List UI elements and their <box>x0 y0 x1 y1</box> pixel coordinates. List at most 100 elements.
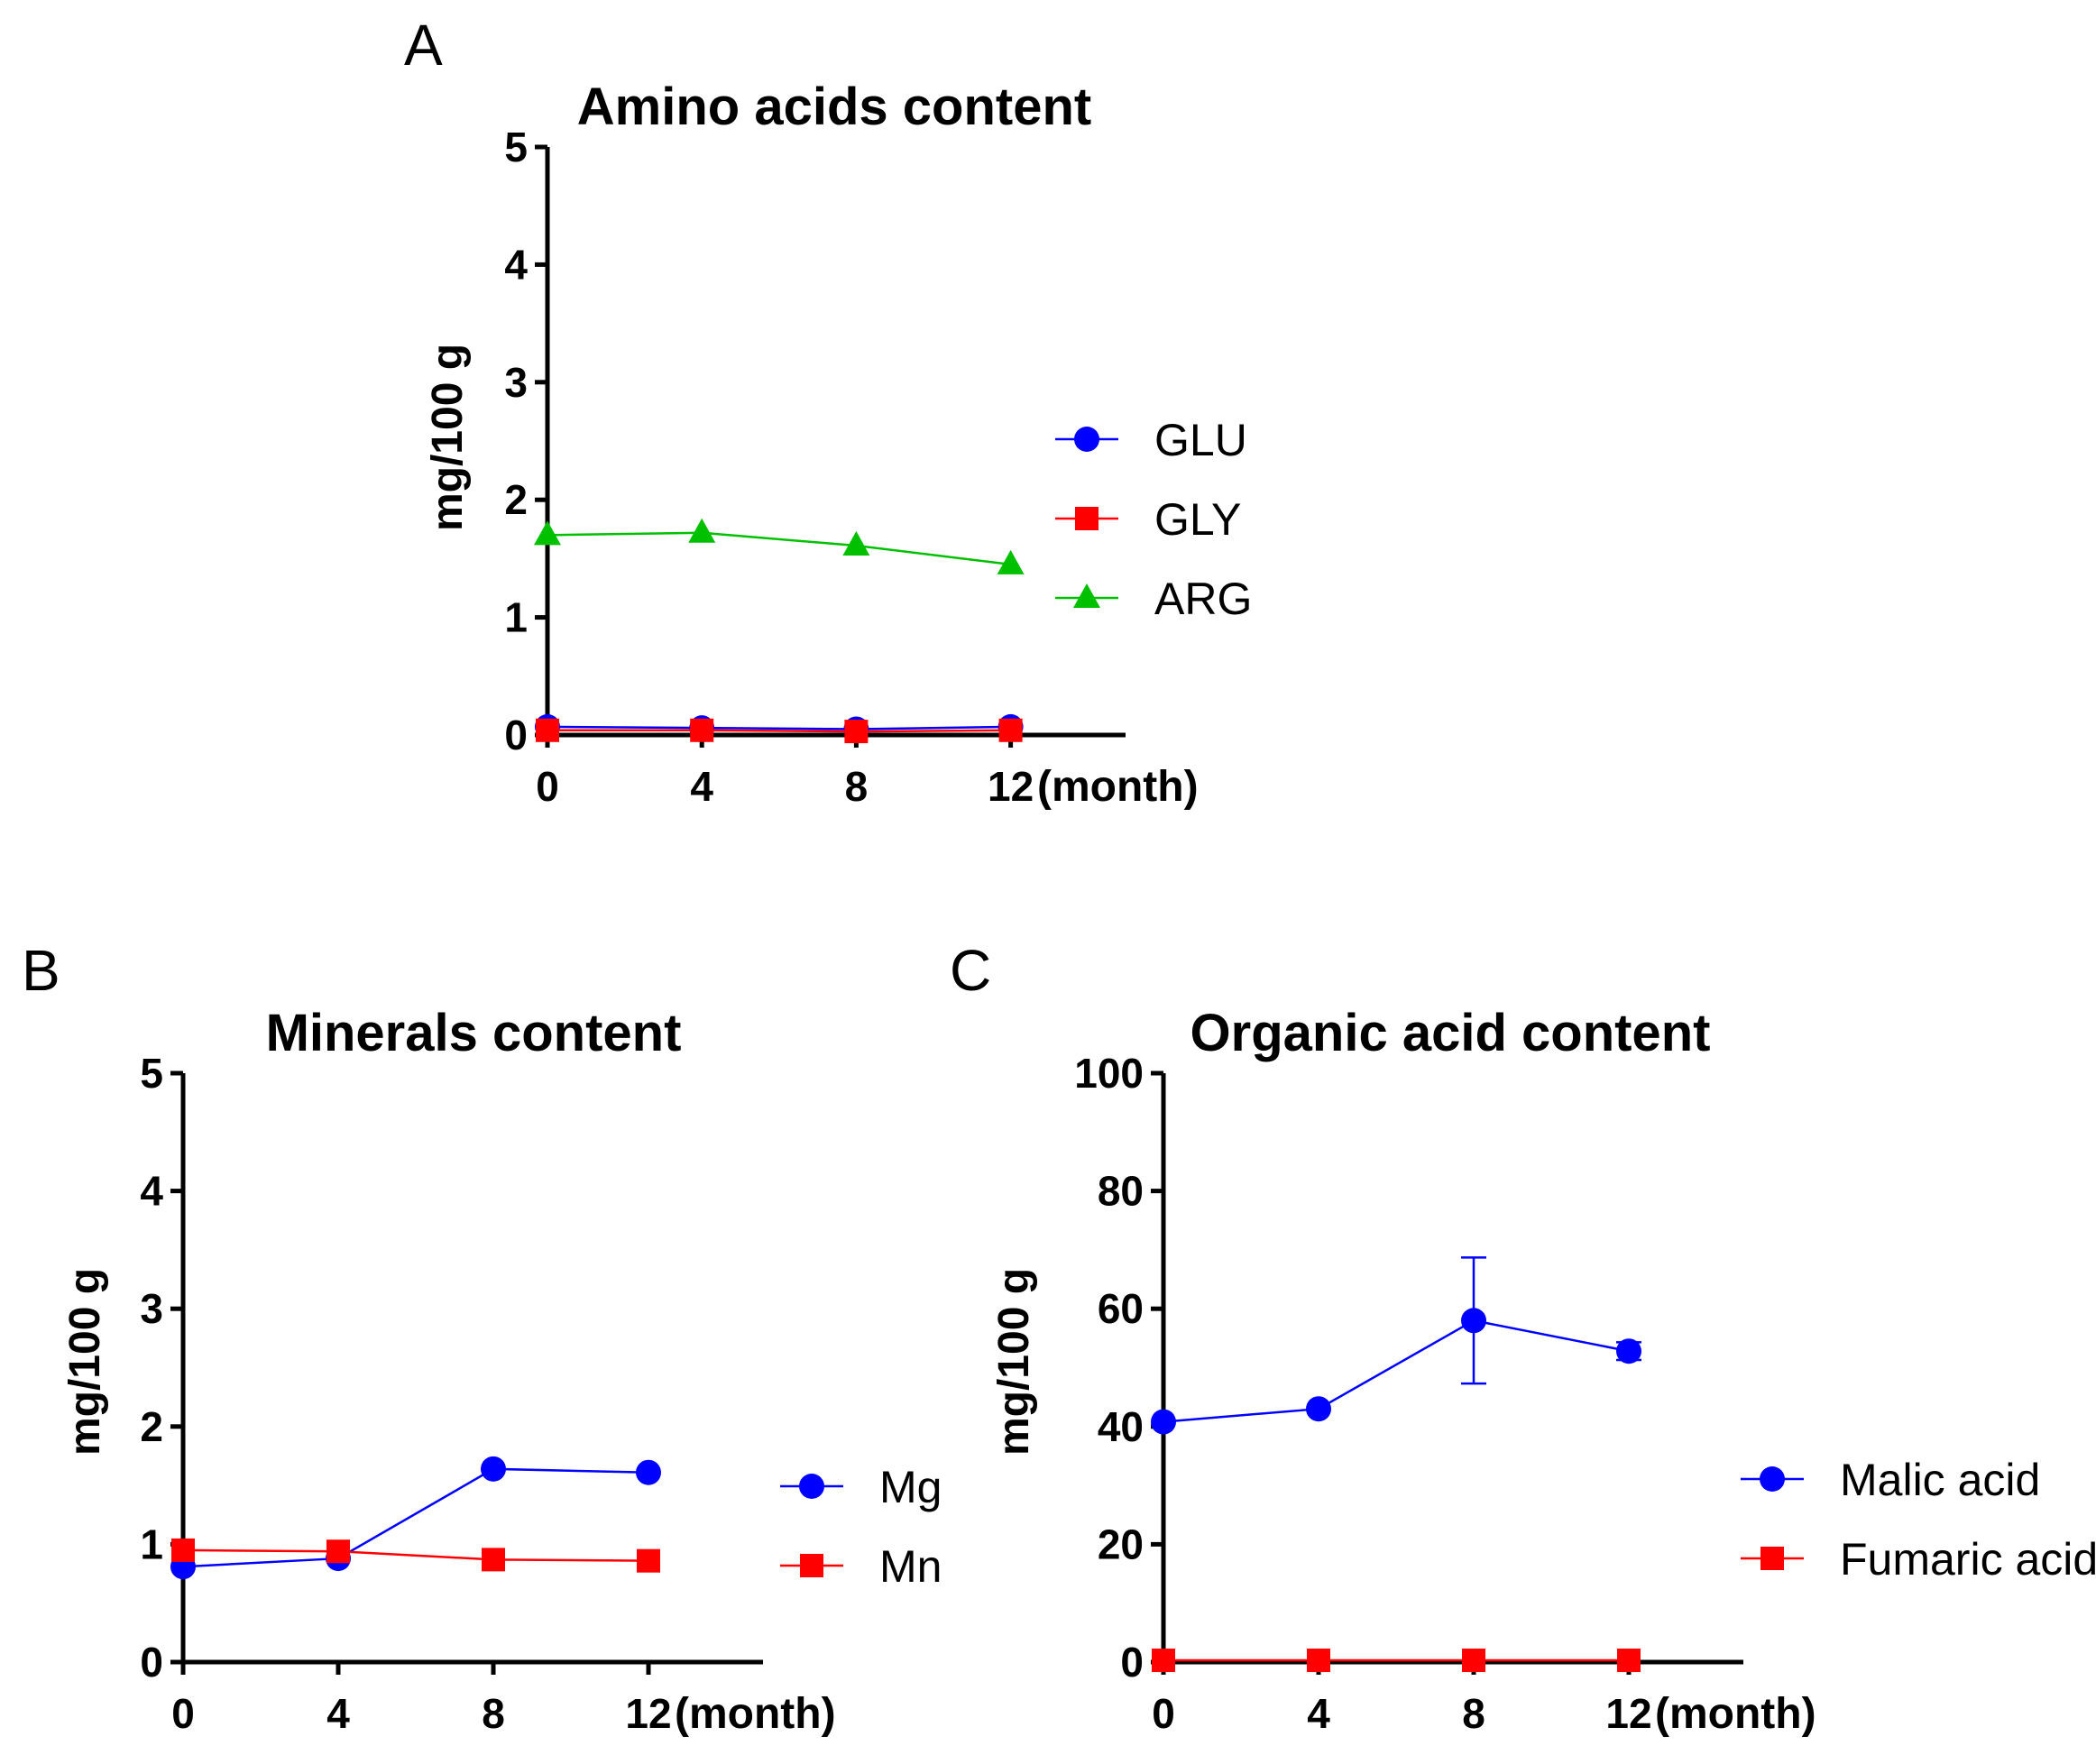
panel-c-y-tick-label-4: 80 <box>1098 1168 1144 1215</box>
panel-a-legend-item-glu: GLU <box>1055 415 1247 465</box>
panel-b-mn-point-1 <box>326 1539 350 1564</box>
panel-a-y-tick-label-1: 1 <box>504 594 528 641</box>
panel-a-arg-point-3 <box>997 549 1025 574</box>
panel-a-legend-item-arg: ARG <box>1055 574 1252 624</box>
panel-b-series <box>170 1456 661 1580</box>
panel-b-mg-point-2 <box>481 1456 506 1482</box>
panel-b-y-tick-label-5: 5 <box>140 1050 163 1097</box>
panel-a-y-axis-title: mg/100 g <box>424 344 472 531</box>
panel-b-legend: Mg Mn <box>780 1462 942 1592</box>
panel-a-legend-arg-swatch-marker <box>1073 583 1100 608</box>
panel-a-gly-point-0 <box>536 718 559 742</box>
panel-a-legend-arg-label: ARG <box>1154 574 1252 624</box>
panel-c-y-tick-label-3: 60 <box>1098 1285 1144 1332</box>
panel-b-mn-point-2 <box>482 1548 505 1572</box>
panel-b-x-tick-label-3: 12 <box>625 1690 671 1737</box>
panel-b-x-ticks: 0 4 8 12 <box>171 1662 672 1737</box>
panel-c-malic-acid-point-1 <box>1306 1396 1331 1422</box>
panel-b-mn-point-3 <box>637 1548 660 1573</box>
panel-c-y-tick-label-0: 0 <box>1120 1639 1144 1686</box>
panel-a-y-tick-label-0: 0 <box>504 712 528 758</box>
panel-b-letter: B <box>22 938 60 1003</box>
panel-b-y-axis-title: mg/100 g <box>61 1268 109 1456</box>
panel-b-legend-item-mg: Mg <box>780 1462 942 1512</box>
panel-a-x-tick-label-3: 12 <box>988 763 1034 810</box>
panel-b-legend-item-mn: Mn <box>780 1541 942 1592</box>
panel-c-x-tick-label-2: 8 <box>1462 1690 1485 1737</box>
panel-a-title: Amino acids content <box>577 78 1091 136</box>
panel-b-legend-mn-swatch-marker <box>800 1554 823 1577</box>
panel-a-arg-point-1 <box>688 518 716 543</box>
panel-c-legend: Malic acid Fumaric acid <box>1741 1455 2096 1585</box>
panel-a-legend-item-gly: GLY <box>1055 494 1241 545</box>
panel-c-legend-malic-acid-swatch-marker <box>1760 1466 1785 1492</box>
panel-b-legend-mg-label: Mg <box>879 1462 942 1512</box>
panel-b-mg-line <box>182 1467 649 1568</box>
panel-c-legend-fumaric-acid-swatch-marker <box>1760 1547 1784 1570</box>
panel-b-legend-mn-label: Mn <box>879 1541 942 1592</box>
panel-a-x-ticks: 0 4 8 12 <box>536 735 1034 810</box>
panel-b-x-tick-label-0: 0 <box>171 1690 195 1737</box>
panel-b-legend-mg-swatch-marker <box>799 1474 824 1499</box>
panel-b-y-tick-label-3: 3 <box>140 1285 163 1332</box>
panel-c-fumaric-acid-point-1 <box>1307 1649 1330 1673</box>
panel-a-y-tick-label-4: 4 <box>504 241 528 288</box>
panel-c-legend-item-fumaric-acid: Fumaric acid <box>1741 1534 2096 1585</box>
panel-b-x-tick-label-1: 4 <box>326 1690 350 1737</box>
panel-a-letter: A <box>404 13 443 78</box>
panel-c-malic-acid-point-3 <box>1616 1338 1641 1364</box>
panel-b-mg-point-3 <box>636 1459 661 1485</box>
panel-b-title: Minerals content <box>266 1004 682 1062</box>
panel-a-y-tick-label-2: 2 <box>504 476 528 523</box>
panel-a-arg-point-2 <box>842 531 870 556</box>
panel-b-y-ticks: 0 1 2 3 4 5 <box>140 1050 183 1686</box>
panel-a-x-axis-unit: (month) <box>1037 763 1199 811</box>
panel-a-y-ticks: 0 1 2 3 4 5 <box>504 124 547 758</box>
panel-c-y-tick-label-1: 20 <box>1098 1521 1144 1567</box>
panel-a-y-tick-label-5: 5 <box>504 124 528 170</box>
panel-b-x-tick-label-2: 8 <box>482 1690 505 1737</box>
panel-a-legend: GLU GLY ARG <box>1055 415 1252 624</box>
panel-c-fumaric-acid-point-2 <box>1462 1649 1485 1673</box>
panel-a-x-tick-label-0: 0 <box>536 763 559 810</box>
panel-b-y-tick-label-1: 1 <box>140 1521 163 1567</box>
panel-b-x-axis-unit: (month) <box>675 1690 836 1738</box>
panel-a-gly-line <box>547 729 1011 733</box>
panel-a-y-tick-label-3: 3 <box>504 359 528 406</box>
panel-c-fumaric-acid-point-3 <box>1617 1649 1641 1673</box>
panel-c: C Organic acid content mg/100 g 02040608… <box>950 938 2096 1738</box>
panel-c-title: Organic acid content <box>1190 1004 1711 1062</box>
panel-b-y-tick-label-2: 2 <box>140 1403 163 1450</box>
panel-c-x-axis-unit: (month) <box>1655 1690 1816 1738</box>
panel-a-gly-point-2 <box>844 720 869 744</box>
panel-b-mn-point-0 <box>171 1538 195 1562</box>
panel-a-x-tick-label-1: 4 <box>690 763 713 810</box>
panel-c-malic-acid-point-2 <box>1461 1308 1486 1334</box>
panel-c-malic-acid-point-0 <box>1151 1409 1176 1435</box>
panel-a-glu-line <box>547 725 1011 730</box>
panel-c-x-tick-label-3: 12 <box>1605 1690 1651 1737</box>
panel-a-legend-gly-swatch-marker <box>1075 507 1099 530</box>
panel-a-x-tick-label-2: 8 <box>845 763 869 810</box>
panel-b-y-tick-label-4: 4 <box>140 1168 163 1215</box>
panel-a-arg-line <box>547 531 1011 566</box>
panel-c-x-tick-label-0: 0 <box>1152 1690 1175 1737</box>
panel-c-letter: C <box>950 938 991 1003</box>
panel-c-fumaric-acid-point-0 <box>1152 1649 1175 1673</box>
panel-a-legend-glu-label: GLU <box>1154 415 1247 465</box>
panel-c-y-axis-title: mg/100 g <box>990 1268 1038 1456</box>
panel-c-x-ticks: 0 4 8 12 <box>1152 1662 1652 1737</box>
panel-c-legend-fumaric-acid-label: Fumaric acid <box>1840 1534 2096 1585</box>
panel-a-legend-gly-label: GLY <box>1154 494 1241 545</box>
panel-b-mn-line <box>182 1548 649 1562</box>
panel-c-x-tick-label-1: 4 <box>1307 1690 1330 1737</box>
panel-c-y-tick-label-2: 40 <box>1098 1403 1144 1450</box>
panel-c-malic-acid-line <box>1163 1318 1630 1423</box>
panel-a-series <box>534 518 1025 744</box>
panel-a-legend-glu-swatch-marker <box>1074 427 1099 452</box>
panel-c-legend-malic-acid-label: Malic acid <box>1840 1455 2040 1505</box>
panel-a-gly-point-1 <box>690 718 714 742</box>
